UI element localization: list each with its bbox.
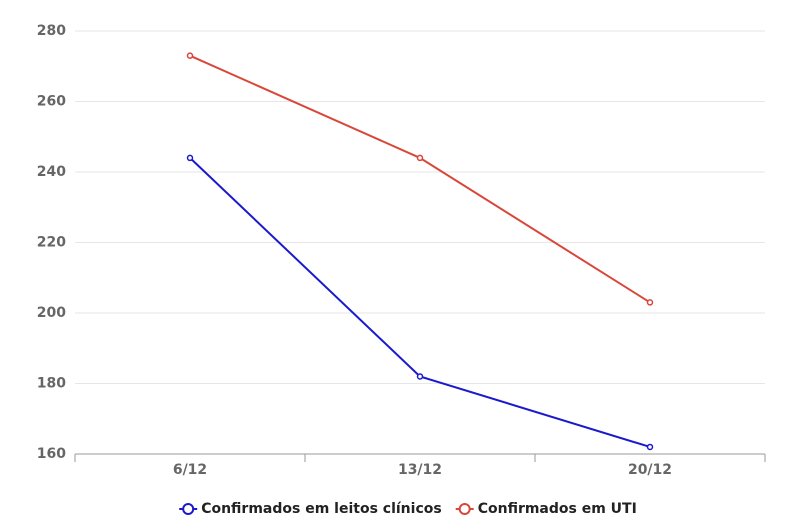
y-tick-label: 220 <box>37 235 66 251</box>
x-tick-label: 6/12 <box>173 462 207 478</box>
series-line <box>189 54 651 304</box>
x-tick-label: 20/12 <box>628 462 672 478</box>
y-tick-label: 180 <box>37 376 66 392</box>
data-point <box>646 299 654 306</box>
y-tick-label: 160 <box>37 446 66 462</box>
legend-label: Confirmados em UTI <box>478 501 637 517</box>
data-point <box>646 443 654 451</box>
y-tick-label: 200 <box>37 305 66 321</box>
legend: Confirmados em leitos clínicos Confirmado… <box>179 501 637 517</box>
legend-marker <box>182 503 195 515</box>
data-point <box>416 373 424 380</box>
series-line <box>189 157 651 448</box>
data-point <box>416 154 424 162</box>
x-tick-label: 13/12 <box>398 462 442 478</box>
data-point <box>186 154 194 162</box>
data-point <box>186 52 194 59</box>
legend-marker <box>458 503 471 515</box>
y-tick-label: 260 <box>37 94 66 110</box>
legend-label: Confirmados em leitos clínicos <box>201 501 442 517</box>
y-tick-label: 240 <box>37 164 66 180</box>
y-tick-label: 280 <box>37 23 66 39</box>
